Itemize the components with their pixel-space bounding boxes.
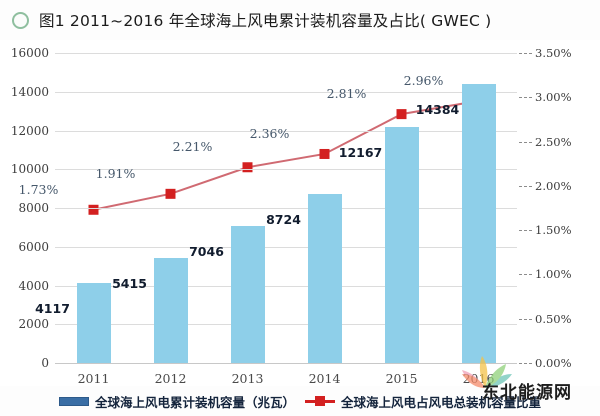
page-title: 图1 2011~2016 年全球海上风电累计装机容量及占比( GWEC ) <box>39 12 492 30</box>
chart-title-bar: 图1 2011~2016 年全球海上风电累计装机容量及占比( GWEC ) <box>0 0 600 40</box>
percentage-value-label: 2.36% <box>249 125 290 141</box>
legend-item-bar-series[interactable]: 全球海上风电累计装机容量（兆瓦） <box>58 392 295 411</box>
bar-2014[interactable] <box>307 193 342 363</box>
bar-2016[interactable] <box>461 84 496 363</box>
percentage-value-label: 2.21% <box>172 139 213 155</box>
x-axis-tick-label-2016: 2016 <box>462 371 495 386</box>
legend-item-line-series[interactable]: 全球海上风电占风电总装机容量比重 <box>305 392 541 411</box>
y-axis-right-tick-mark <box>519 230 532 232</box>
line-marker-2013[interactable] <box>242 162 253 173</box>
gridline <box>55 208 517 209</box>
bar-value-label: 4117 <box>35 301 70 317</box>
bar-2013[interactable] <box>230 226 265 363</box>
y-axis-left-tick-label: 0 <box>41 356 49 370</box>
gridline <box>55 91 517 93</box>
y-axis-left-tick-label: 8000 <box>18 201 49 215</box>
bar-value-label: 8724 <box>266 211 301 227</box>
x-axis-tick-label-2014: 2014 <box>308 371 341 386</box>
y-axis-right-tick-label: 1.00% <box>535 267 572 282</box>
y-axis-left-tick-label: 4000 <box>18 278 49 293</box>
gridline <box>55 285 517 287</box>
x-axis-tick-label-2015: 2015 <box>385 371 418 386</box>
gridline <box>55 324 517 326</box>
y-axis-right-tick-label: 1.50% <box>535 223 572 238</box>
gridline <box>55 53 517 54</box>
line-marker-2014[interactable] <box>319 148 330 159</box>
percentage-value-label: 2.96% <box>403 72 444 88</box>
y-axis-right-tick-label: 2.50% <box>535 134 572 149</box>
x-axis-tick-label-2011: 2011 <box>77 371 110 386</box>
chart-legend: 全球海上风电累计装机容量（兆瓦） 全球海上风电占风电总装机容量比重 <box>0 386 600 416</box>
percentage-value-label: 1.91% <box>95 165 136 181</box>
chart-canvas: 0 2000 4000 6000 8000 10000 12000 14000 16000 0.0… <box>0 40 600 386</box>
legend-label-bar: 全球海上风电累计装机容量（兆瓦） <box>94 394 295 410</box>
y-axis-right-tick-label: 3.50% <box>535 46 572 60</box>
y-axis-right-tick-label: 0.00% <box>535 356 572 370</box>
line-marker-2015[interactable] <box>396 109 407 120</box>
gridline <box>55 363 517 364</box>
y-axis-left-tick-label: 2000 <box>18 317 49 332</box>
x-axis-tick-label-2013: 2013 <box>231 371 264 386</box>
y-axis-right-tick-mark <box>519 185 532 187</box>
plot-area <box>55 53 517 364</box>
gridline <box>55 169 517 171</box>
y-axis-left-tick-label: 10000 <box>10 162 49 177</box>
y-axis-right-tick-mark <box>519 318 532 320</box>
y-axis-right-tick-label: 3.00% <box>535 90 572 105</box>
percentage-line <box>93 99 479 211</box>
legend-bar-swatch-icon <box>58 396 89 406</box>
bar-value-label: 7046 <box>189 244 224 260</box>
bar-2012[interactable] <box>153 258 188 363</box>
legend-line-marker-icon <box>305 396 335 406</box>
y-axis-right-tick-mark <box>519 363 532 364</box>
gridline <box>55 130 517 132</box>
y-axis-right-tick-label: 2.00% <box>535 178 572 193</box>
y-axis-left-tick-label: 6000 <box>18 239 49 254</box>
gridline <box>55 246 517 248</box>
legend-label-line: 全球海上风电占风电总装机容量比重 <box>341 394 542 410</box>
bar-value-label: 5415 <box>112 276 147 292</box>
y-axis-right-tick-label: 0.50% <box>535 311 572 326</box>
y-axis-right-tick-mark <box>519 274 532 276</box>
y-axis-right-tick-mark <box>519 141 532 143</box>
line-marker-2011[interactable] <box>88 204 99 215</box>
bar-value-label: 12167 <box>338 145 383 161</box>
bar-2011[interactable] <box>76 283 111 363</box>
percentage-value-label: 2.81% <box>326 86 367 102</box>
y-axis-left-tick-label: 16000 <box>10 46 49 60</box>
bar-value-label: 14384 <box>415 102 460 118</box>
percentage-value-label: 1.73% <box>18 181 59 197</box>
y-axis-left-tick-label: 12000 <box>10 123 49 138</box>
line-marker-2012[interactable] <box>165 188 176 199</box>
bar-2015[interactable] <box>384 127 419 363</box>
x-axis-tick-label-2012: 2012 <box>154 371 187 386</box>
circle-ring-icon <box>12 11 29 29</box>
y-axis-left-tick-label: 14000 <box>10 84 49 99</box>
y-axis-right-tick-mark <box>519 97 532 99</box>
y-axis-right-tick-mark <box>519 53 532 54</box>
